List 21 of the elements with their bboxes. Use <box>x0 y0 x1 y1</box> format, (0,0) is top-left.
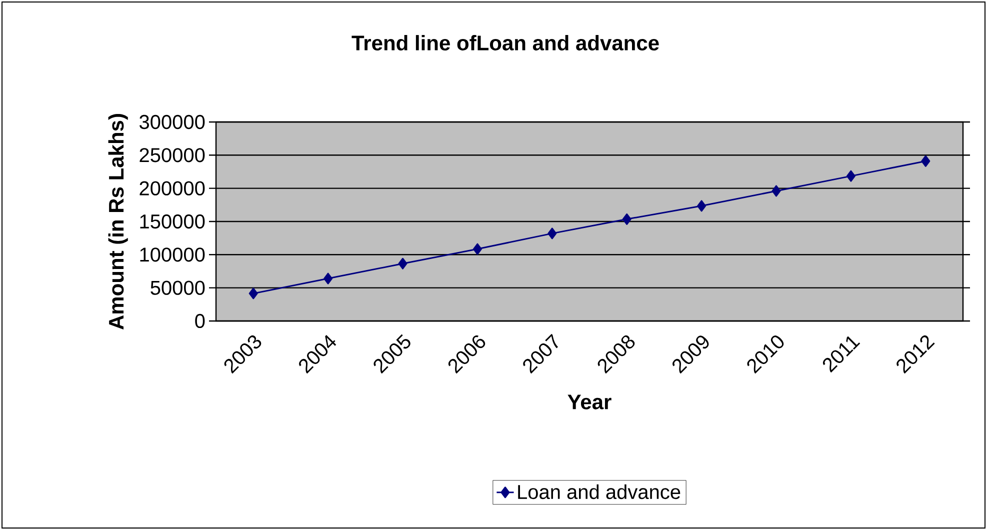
chart-title: Trend line ofLoan and advance <box>352 35 659 50</box>
point <box>398 258 408 270</box>
point <box>921 155 930 167</box>
point <box>324 272 333 284</box>
y-tick-label: 50000 <box>150 280 205 295</box>
y-tick-label: 100000 <box>140 248 205 262</box>
legend-label: Loan and advance <box>518 484 680 500</box>
point <box>846 170 856 182</box>
y-tick-label: 200000 <box>140 181 205 196</box>
point <box>622 213 632 225</box>
y-tick-label: 150000 <box>140 214 205 229</box>
point <box>472 243 482 255</box>
point <box>248 288 258 300</box>
y-tick-label: 0 <box>195 314 205 328</box>
x-axis-title: Year <box>568 394 612 410</box>
point <box>697 200 706 212</box>
point <box>548 228 557 240</box>
y-axis-title: Amount (in Rs Lakhs) <box>108 114 128 330</box>
y-tick-label: 250000 <box>140 148 205 162</box>
y-tick-label: 300000 <box>140 114 205 130</box>
point <box>772 185 781 197</box>
